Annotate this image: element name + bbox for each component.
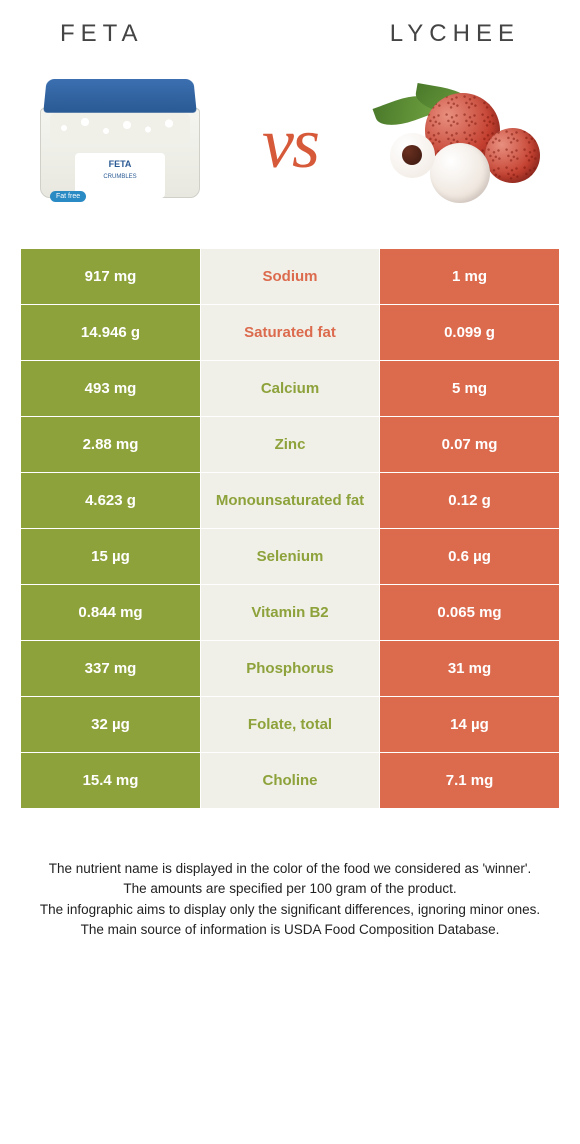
- nutrient-label: Zinc: [201, 417, 380, 473]
- left-food-image: FETACRUMBLES Fat free: [20, 63, 220, 223]
- nutrient-label: Selenium: [201, 529, 380, 585]
- nutrient-label: Sodium: [201, 249, 380, 305]
- right-food-image: [360, 63, 560, 223]
- right-value: 7.1 mg: [380, 753, 560, 809]
- table-row: 337 mgPhosphorus31 mg: [21, 641, 560, 697]
- feta-illustration: FETACRUMBLES Fat free: [35, 78, 205, 208]
- vs-label: vs: [262, 102, 318, 185]
- left-value: 15.4 mg: [21, 753, 201, 809]
- table-row: 4.623 gMonounsaturated fat0.12 g: [21, 473, 560, 529]
- table-row: 0.844 mgVitamin B20.065 mg: [21, 585, 560, 641]
- nutrient-label: Vitamin B2: [201, 585, 380, 641]
- table-row: 15 µgSelenium0.6 µg: [21, 529, 560, 585]
- comparison-table: 917 mgSodium1 mg14.946 gSaturated fat0.0…: [20, 248, 560, 809]
- footer-notes: The nutrient name is displayed in the co…: [0, 809, 580, 960]
- right-value: 0.099 g: [380, 305, 560, 361]
- hero-row: FETACRUMBLES Fat free vs: [0, 58, 580, 248]
- table-row: 15.4 mgCholine7.1 mg: [21, 753, 560, 809]
- left-value: 4.623 g: [21, 473, 201, 529]
- left-value: 2.88 mg: [21, 417, 201, 473]
- left-value: 15 µg: [21, 529, 201, 585]
- nutrient-label: Folate, total: [201, 697, 380, 753]
- right-value: 31 mg: [380, 641, 560, 697]
- right-value: 0.07 mg: [380, 417, 560, 473]
- left-value: 917 mg: [21, 249, 201, 305]
- header-row: FETA LYCHEE: [0, 0, 580, 58]
- table-row: 32 µgFolate, total14 µg: [21, 697, 560, 753]
- footer-line: The amounts are specified per 100 gram o…: [30, 879, 550, 899]
- right-value: 14 µg: [380, 697, 560, 753]
- left-value: 337 mg: [21, 641, 201, 697]
- table-row: 493 mgCalcium5 mg: [21, 361, 560, 417]
- lychee-illustration: [370, 73, 550, 213]
- left-food-title: FETA: [60, 20, 144, 48]
- nutrient-label: Choline: [201, 753, 380, 809]
- table-row: 917 mgSodium1 mg: [21, 249, 560, 305]
- nutrient-label: Saturated fat: [201, 305, 380, 361]
- right-value: 1 mg: [380, 249, 560, 305]
- nutrient-label: Phosphorus: [201, 641, 380, 697]
- right-value: 0.6 µg: [380, 529, 560, 585]
- right-food-title: LYCHEE: [390, 20, 520, 48]
- right-value: 5 mg: [380, 361, 560, 417]
- footer-line: The main source of information is USDA F…: [30, 920, 550, 940]
- table-row: 14.946 gSaturated fat0.099 g: [21, 305, 560, 361]
- right-value: 0.12 g: [380, 473, 560, 529]
- footer-line: The infographic aims to display only the…: [30, 900, 550, 920]
- left-value: 32 µg: [21, 697, 201, 753]
- right-value: 0.065 mg: [380, 585, 560, 641]
- footer-line: The nutrient name is displayed in the co…: [30, 859, 550, 879]
- table-row: 2.88 mgZinc0.07 mg: [21, 417, 560, 473]
- left-value: 0.844 mg: [21, 585, 201, 641]
- left-value: 14.946 g: [21, 305, 201, 361]
- nutrient-label: Calcium: [201, 361, 380, 417]
- left-value: 493 mg: [21, 361, 201, 417]
- nutrient-label: Monounsaturated fat: [201, 473, 380, 529]
